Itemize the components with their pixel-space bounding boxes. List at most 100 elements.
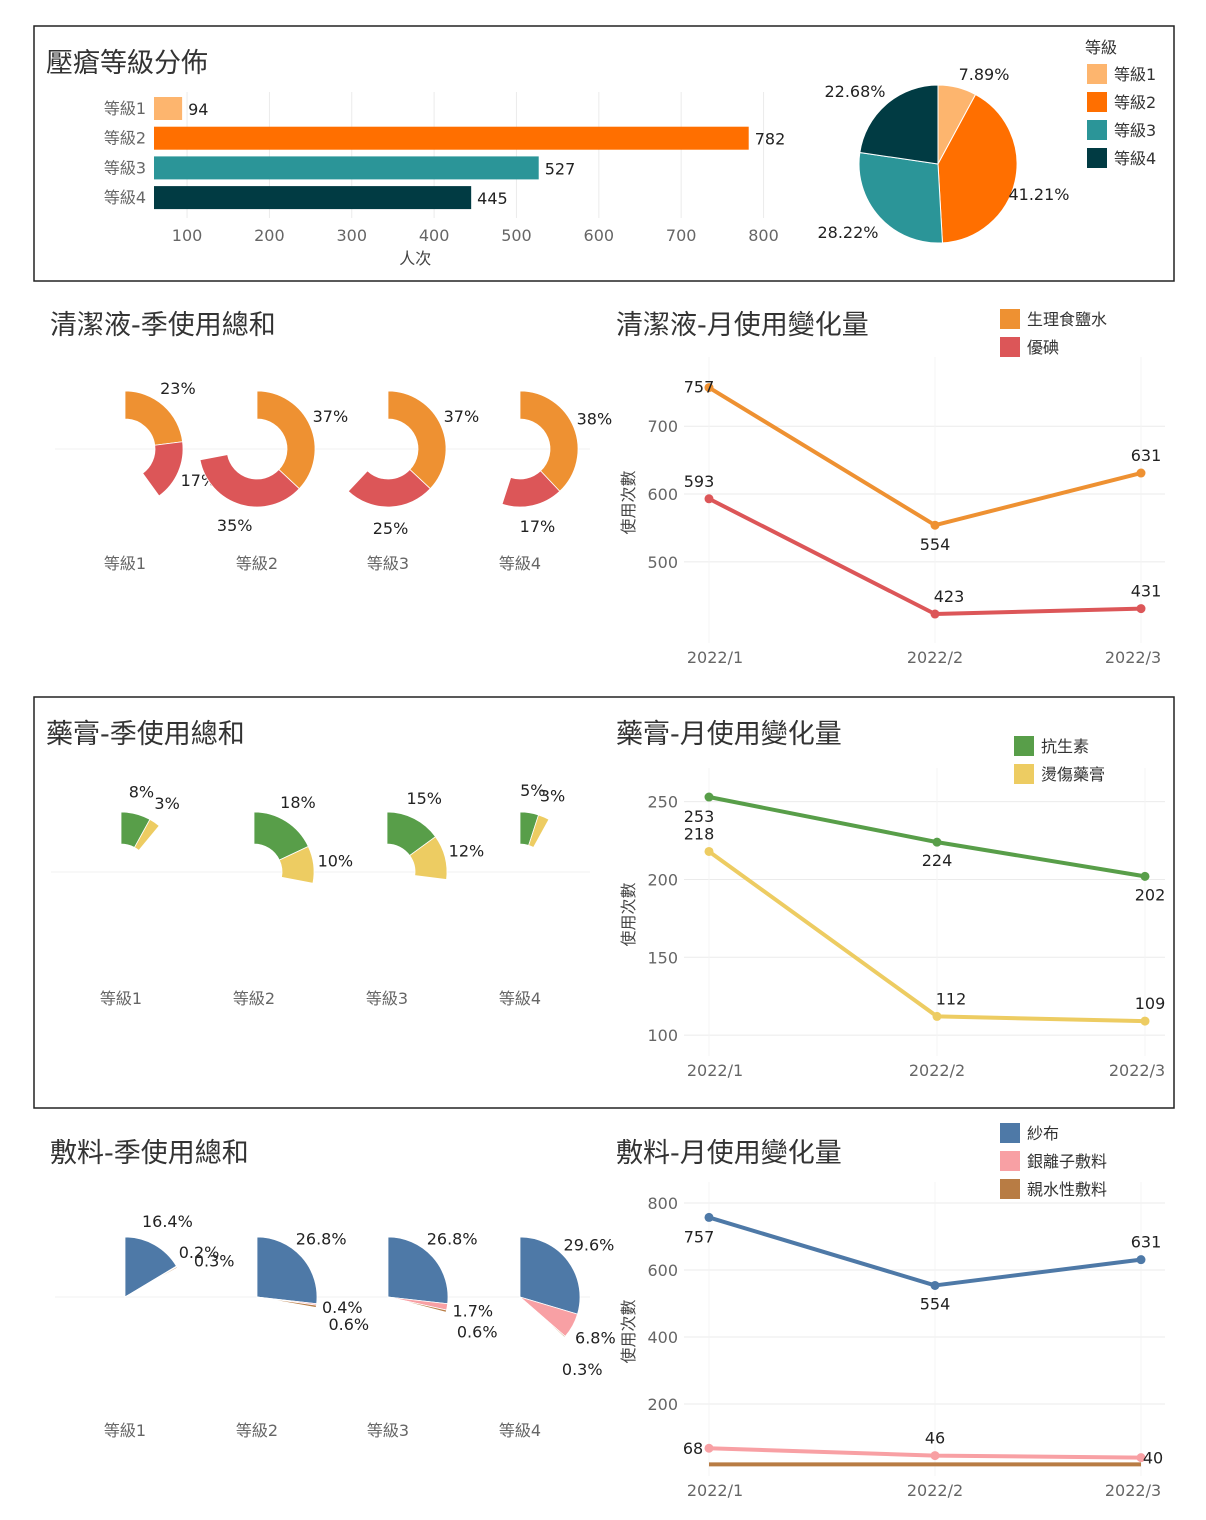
data-label: 631	[1131, 1233, 1162, 1252]
data-label: 218	[684, 824, 715, 843]
x-tick-label: 500	[501, 226, 532, 245]
y-category-label: 等級3	[104, 158, 146, 177]
donut-percent-label: 12%	[449, 842, 485, 861]
data-label: 757	[684, 1227, 715, 1246]
legend-title: 等級	[1085, 38, 1117, 57]
data-point	[1140, 1016, 1150, 1026]
category-label: 等級2	[236, 1421, 278, 1440]
y-tick-label: 150	[647, 948, 678, 967]
data-point	[704, 494, 714, 504]
donut-slice-3	[387, 1296, 448, 1313]
legend-label: 親水性敷料	[1027, 1180, 1107, 1199]
bar-3	[154, 156, 539, 180]
pie-slice-label: 22.68%	[824, 82, 885, 101]
pie-slice-label: 41.21%	[1008, 185, 1069, 204]
donut-percent-label: 37%	[313, 407, 349, 426]
donut-percent-label: 6.8%	[575, 1328, 616, 1347]
donut-slice-2	[133, 818, 160, 851]
donut-percent-label: 5%	[520, 781, 545, 800]
x-tick-label: 700	[666, 226, 697, 245]
donut-percent-label: 3%	[540, 787, 565, 806]
donut-slice-2	[142, 441, 184, 497]
y-tick-label: 600	[647, 485, 678, 504]
x-tick-label: 300	[336, 226, 367, 245]
chart-title-ointment-quarter: 藥膏-季使用總和	[46, 719, 245, 750]
y-tick-label: 700	[647, 417, 678, 436]
donut-slice-1	[519, 1236, 581, 1315]
data-label: 253	[684, 807, 715, 826]
data-label: 68	[683, 1439, 703, 1458]
legend-label-grade1: 等級1	[1114, 65, 1156, 84]
bar-value-label: 782	[755, 130, 786, 149]
y-tick-label: 500	[647, 553, 678, 572]
legend-swatch	[1014, 736, 1034, 756]
bar-value-label: 527	[545, 159, 576, 178]
donut-percent-label: 17%	[520, 517, 556, 536]
y-category-label: 等級1	[104, 99, 146, 118]
category-label: 等級3	[367, 554, 409, 573]
legend-label: 紗布	[1027, 1124, 1059, 1143]
data-label: 423	[934, 587, 965, 606]
donut-percent-label: 0.6%	[457, 1322, 498, 1341]
chart-title-cleanser-quarter: 清潔液-季使用總和	[50, 310, 276, 341]
legend-label-grade3: 等級3	[1114, 121, 1156, 140]
data-label: 46	[925, 1429, 945, 1448]
data-point	[704, 1212, 714, 1222]
donut-percent-label: 23%	[160, 379, 196, 398]
x-axis-title: 人次	[399, 249, 431, 268]
legend-swatch	[1000, 309, 1020, 329]
donut-slice-2	[528, 814, 550, 849]
panel-border-grade	[33, 25, 1175, 282]
data-label: 554	[920, 535, 951, 554]
x-tick-label: 2022/2	[907, 648, 963, 667]
legend-label: 生理食鹽水	[1027, 310, 1107, 329]
pie-slice-label: 28.22%	[817, 223, 878, 242]
x-tick-label: 600	[584, 226, 615, 245]
donut-percent-label: 0.6%	[328, 1315, 369, 1334]
x-tick-label: 800	[748, 226, 779, 245]
category-label: 等級4	[499, 1421, 541, 1440]
data-point	[1136, 1255, 1146, 1265]
legend-label-grade4: 等級4	[1114, 149, 1156, 168]
data-point	[1136, 604, 1146, 614]
data-point	[930, 520, 940, 530]
donut-slice-2	[347, 468, 431, 508]
legend-label: 抗生素	[1041, 737, 1089, 756]
legend-swatch	[1000, 337, 1020, 357]
donut-percent-label: 29.6%	[564, 1236, 615, 1255]
pie-slice-3	[858, 151, 943, 244]
y-category-label: 等級4	[104, 188, 146, 207]
y-tick-label: 600	[647, 1261, 678, 1280]
donut-percent-label: 38%	[577, 410, 613, 429]
bar-value-label: 94	[188, 100, 208, 119]
y-axis-title: 使用次數	[619, 1299, 638, 1363]
bar-1	[154, 97, 183, 120]
donut-percent-label: 0.4%	[322, 1298, 363, 1317]
x-tick-label: 2022/1	[687, 1061, 743, 1080]
category-label: 等級2	[236, 554, 278, 573]
donut-slice-1	[387, 1236, 449, 1305]
category-label: 等級3	[367, 1421, 409, 1440]
donut-slice-1	[519, 390, 579, 492]
data-point	[932, 837, 942, 847]
donut-slice-2	[409, 836, 448, 880]
donut-percent-label: 10%	[318, 852, 354, 871]
donut-slice-1	[256, 390, 316, 490]
legend-swatch-grade4	[1087, 148, 1107, 168]
data-label: 224	[922, 851, 953, 870]
donut-slice-3	[124, 1266, 178, 1298]
donut-percent-label: 25%	[373, 519, 409, 538]
donut-slice-1	[124, 390, 183, 446]
data-point	[932, 1011, 942, 1021]
donut-slice-3	[256, 1296, 317, 1308]
panel-border-ointment	[33, 696, 1175, 1109]
data-point	[1136, 468, 1146, 478]
data-point	[704, 1443, 714, 1453]
bar-2	[154, 126, 749, 150]
x-tick-label: 2022/2	[907, 1481, 963, 1500]
category-label: 等級3	[366, 989, 408, 1008]
y-tick-label: 200	[647, 1395, 678, 1414]
y-category-label: 等級2	[104, 129, 146, 148]
data-point	[704, 792, 714, 802]
pie-slice-label: 7.89%	[959, 65, 1010, 84]
